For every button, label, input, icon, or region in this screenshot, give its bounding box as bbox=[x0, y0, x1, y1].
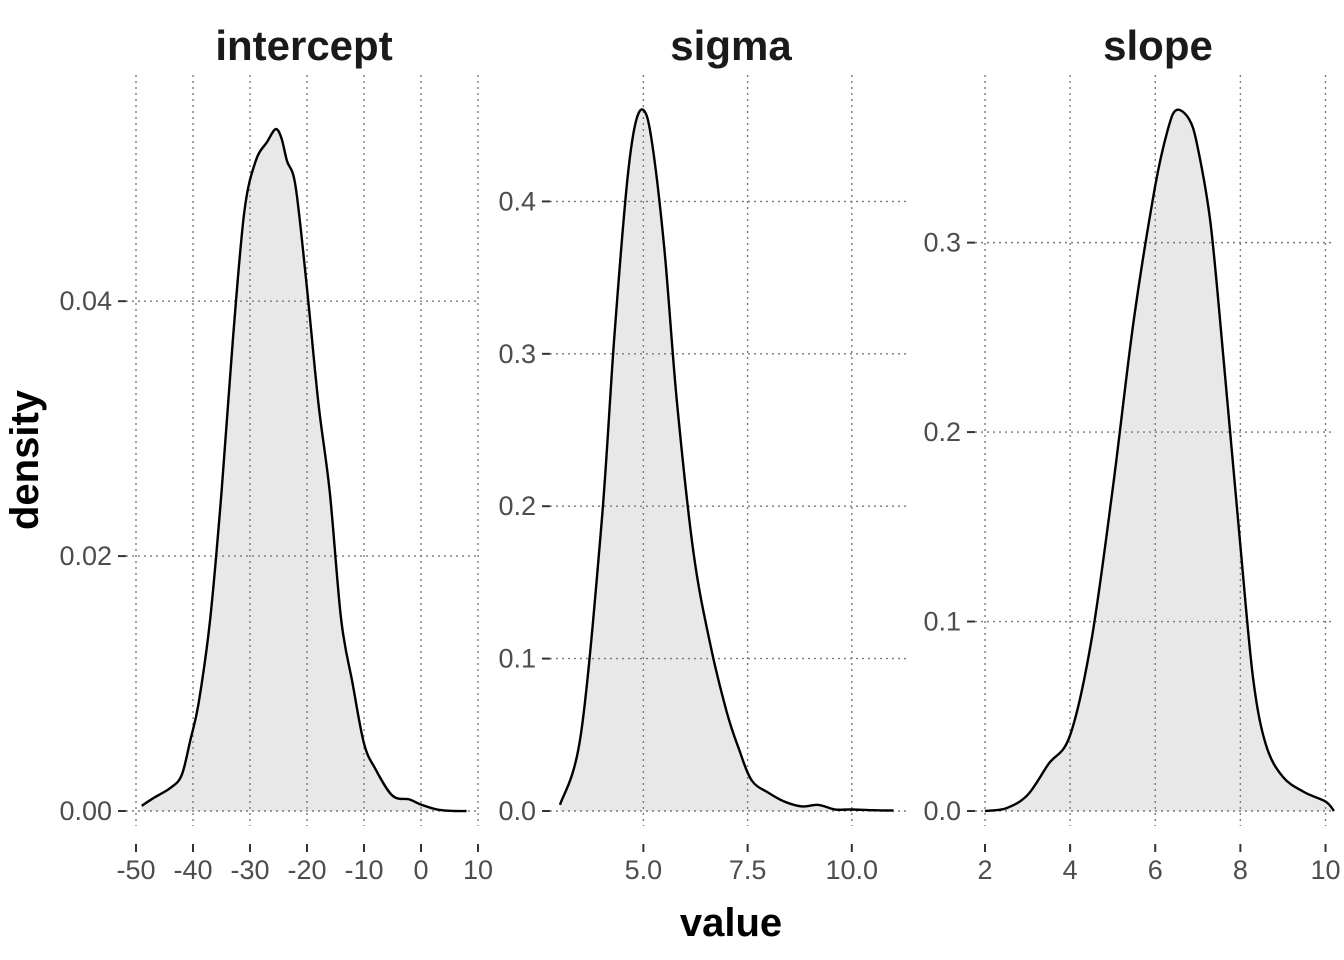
facet-panels: intercept-50 -40 -30 -20 -10 0 100.000.020.04s… bbox=[59, 22, 1340, 885]
y-tick-label: 0.3 bbox=[923, 228, 961, 258]
y-tick-label: 0.1 bbox=[923, 607, 961, 637]
x-tick-label: 0 bbox=[413, 855, 428, 885]
y-axis-title: density bbox=[3, 389, 47, 530]
y-tick-label: 0.02 bbox=[59, 541, 112, 571]
y-tick-label: 0.0 bbox=[498, 796, 536, 826]
x-tick-label: 10 bbox=[463, 855, 493, 885]
x-tick-label: 7.5 bbox=[729, 855, 767, 885]
x-tick-label: 2 bbox=[977, 855, 992, 885]
x-tick-label: 5.0 bbox=[625, 855, 663, 885]
x-tick-label: -20 bbox=[287, 855, 326, 885]
x-tick-label: 4 bbox=[1063, 855, 1078, 885]
facet-sigma: sigma 5.0 7.5 10.0 0.0 0.1 0.2 0.3 0.4 bbox=[498, 22, 906, 885]
facet-title: slope bbox=[1103, 22, 1213, 69]
y-tick-label: 0.2 bbox=[498, 491, 536, 521]
x-tick-label: -50 bbox=[116, 855, 155, 885]
density-curve bbox=[141, 127, 467, 813]
y-tick-label: 0.04 bbox=[59, 286, 112, 316]
density-area bbox=[560, 109, 894, 812]
facet-slope: slope 2 4 6 8 10 0.0 0.1 0.2 0.3 bbox=[923, 22, 1340, 885]
x-tick-label: 6 bbox=[1148, 855, 1163, 885]
x-tick-label: 10 bbox=[1310, 855, 1340, 885]
y-tick-label: 0.2 bbox=[923, 417, 961, 447]
x-tick-label: -30 bbox=[230, 855, 269, 885]
x-tick-label: 8 bbox=[1233, 855, 1248, 885]
density-area bbox=[985, 109, 1334, 811]
x-tick-label: 10.0 bbox=[826, 855, 879, 885]
x-tick-label: -40 bbox=[173, 855, 212, 885]
facet-title: sigma bbox=[670, 22, 792, 69]
density-area bbox=[141, 129, 467, 812]
density-curve bbox=[984, 108, 1335, 813]
x-axis-title: value bbox=[680, 901, 782, 945]
y-tick-label: 0.4 bbox=[498, 186, 536, 216]
y-tick-label: 0.3 bbox=[498, 339, 536, 369]
y-tick-label: 0.00 bbox=[59, 796, 112, 826]
y-tick-label: 0.0 bbox=[923, 796, 961, 826]
x-tick-label: -10 bbox=[344, 855, 383, 885]
y-tick-label: 0.1 bbox=[498, 644, 536, 674]
density-curve bbox=[558, 108, 894, 812]
facet-title: intercept bbox=[215, 22, 392, 69]
facet-intercept: intercept -50 -40 -30 -20 -10 0 10 0.00 0.02 0.04 bbox=[59, 22, 493, 885]
